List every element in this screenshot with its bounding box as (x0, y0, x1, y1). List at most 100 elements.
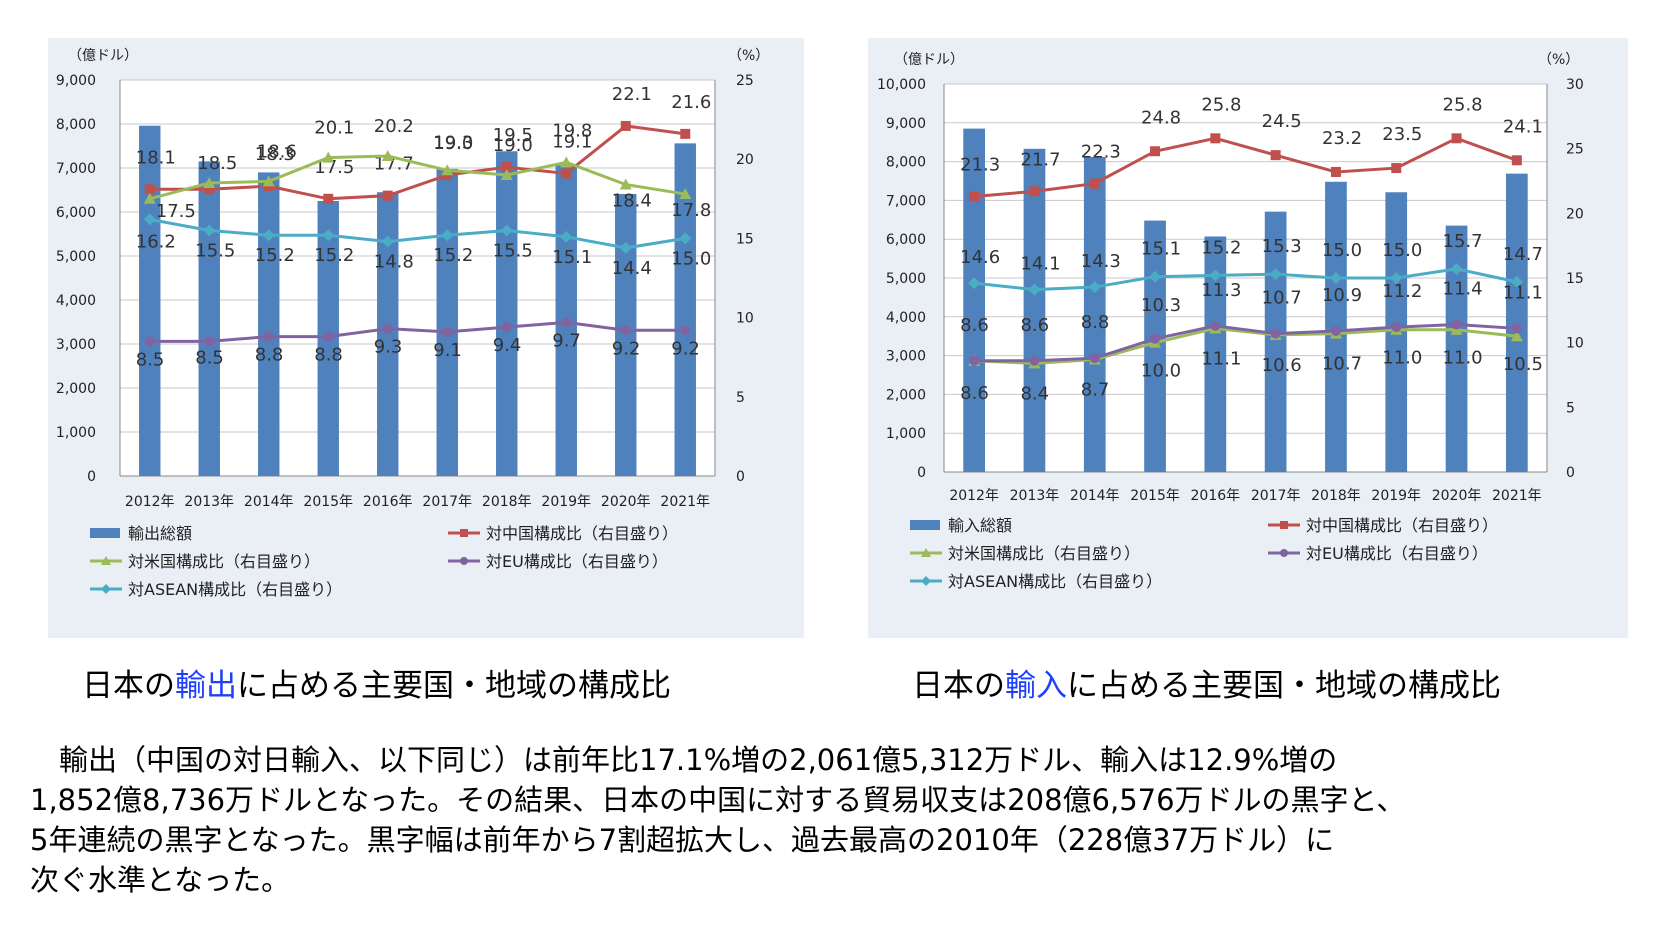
left-axis-tick-label: 0 (87, 469, 96, 485)
left-axis-tick-label: 5,000 (56, 249, 96, 265)
data-point (1149, 270, 1162, 283)
data-point (680, 128, 691, 139)
left-axis-tick-label: 2,000 (56, 381, 96, 397)
left-axis-tick-label: 9,000 (56, 73, 96, 89)
right-axis-tick-label: 0 (1566, 465, 1575, 481)
export-chart: 0 1,000 2,000 3,000 4,000 5,000 6,000 7,000 8,00… (56, 48, 769, 599)
bar (963, 128, 986, 472)
legend-label: 対ASEAN構成比（右目盛り） (128, 580, 342, 599)
right-axis-tick-label: 10 (1566, 336, 1584, 352)
body-line: 次ぐ水準となった。 (30, 863, 291, 897)
x-axis-tick-label: 2019年 (1371, 488, 1421, 504)
x-axis-tick-label: 2018年 (482, 494, 532, 510)
x-axis-tick-label: 2019年 (541, 494, 591, 510)
data-point (1088, 281, 1101, 294)
x-axis-tick-label: 2018年 (1311, 488, 1361, 504)
caption-text: 日本の (912, 668, 1005, 704)
data-point (560, 156, 573, 168)
data-point (619, 178, 632, 190)
data-point (620, 120, 631, 131)
bar (496, 151, 518, 476)
bar (1204, 236, 1227, 472)
data-point (501, 322, 512, 333)
data-point (322, 229, 335, 242)
data-point (263, 331, 274, 342)
data-point (1451, 133, 1462, 144)
data-label: 15.1 (552, 247, 592, 268)
data-label: 17.8 (671, 200, 711, 221)
legend-label: 対米国構成比（右目盛り） (948, 544, 1140, 563)
legend-label: 輸入総額 (948, 516, 1012, 535)
data-label: 9.2 (612, 338, 641, 359)
data-point (679, 188, 692, 200)
import-chart: 0 1,000 2,000 3,000 4,000 5,000 6,000 7,000 8,00… (877, 52, 1584, 591)
legend-label: 対中国構成比（右目盛り） (1306, 516, 1498, 535)
data-point (1330, 326, 1341, 337)
data-label: 20.1 (314, 118, 354, 139)
import-chart-caption: 日本の輸入に占める主要国・地域の構成比 (912, 660, 1501, 705)
data-label: 19.8 (552, 120, 592, 141)
data-point (323, 331, 334, 342)
data-label: 15.0 (671, 248, 711, 269)
data-label: 19.1 (552, 131, 592, 152)
right-axis-tick-label: 25 (1566, 142, 1584, 158)
data-label: 24.8 (1141, 107, 1181, 128)
data-point (144, 184, 155, 195)
data-point (969, 191, 980, 202)
left-axis-tick-label: 10,000 (877, 77, 926, 93)
legend-marker (921, 576, 931, 586)
data-label: 11.2 (1382, 281, 1422, 302)
x-axis-tick-label: 2017年 (422, 494, 472, 510)
legend-swatch (90, 528, 120, 538)
right-axis-tick-label: 20 (736, 152, 754, 168)
data-point (1511, 155, 1522, 166)
data-label: 11.3 (1201, 280, 1241, 301)
data-point (381, 150, 394, 162)
data-label: 15.7 (1443, 231, 1483, 252)
data-label: 22.1 (612, 84, 652, 105)
data-label: 18.4 (612, 191, 652, 212)
data-label: 15.5 (195, 240, 235, 261)
data-point (679, 232, 692, 245)
data-label: 11.0 (1382, 348, 1422, 369)
data-label: 11.1 (1201, 348, 1241, 369)
data-point (560, 230, 573, 243)
series-line (974, 326, 1518, 365)
data-point (500, 169, 513, 181)
data-point (969, 355, 980, 366)
body-line: 1,852億8,736万ドルとなった。その結果、日本の中国に対する貿易収支は20… (30, 783, 1406, 817)
data-label: 14.1 (1020, 254, 1060, 275)
data-label: 24.5 (1262, 111, 1302, 132)
data-point (203, 224, 216, 237)
left-axis-tick-label: 0 (917, 465, 926, 481)
data-label: 10.7 (1322, 354, 1362, 375)
data-point (442, 326, 453, 337)
left-axis-tick-label: 9,000 (886, 116, 926, 132)
data-point (1330, 166, 1341, 177)
right-axis-tick-label: 5 (1566, 400, 1575, 416)
right-axis-tick-label: 20 (1566, 206, 1584, 222)
data-label: 8.8 (314, 345, 343, 366)
data-point (1210, 133, 1221, 144)
data-label: 19.5 (493, 125, 533, 146)
left-axis-tick-label: 7,000 (56, 161, 96, 177)
legend-marker (1280, 521, 1288, 529)
bar (377, 192, 399, 476)
series-line (974, 323, 1517, 363)
data-label: 25.8 (1443, 94, 1483, 115)
data-point (619, 241, 632, 254)
legend-marker (460, 557, 468, 565)
data-point (1209, 269, 1222, 282)
data-label: 8.8 (255, 345, 284, 366)
data-label: 9.3 (374, 337, 403, 358)
data-point (1150, 146, 1161, 157)
data-label: 14.6 (960, 247, 1000, 268)
bar (436, 168, 458, 476)
data-label: 15.2 (433, 245, 473, 266)
data-label: 19.0 (433, 133, 473, 154)
x-axis-tick-label: 2014年 (1070, 488, 1120, 504)
x-axis-tick-label: 2015年 (1130, 488, 1180, 504)
left-axis-tick-label: 6,000 (886, 232, 926, 248)
data-point (441, 164, 454, 176)
x-axis-tick-label: 2013年 (184, 494, 234, 510)
